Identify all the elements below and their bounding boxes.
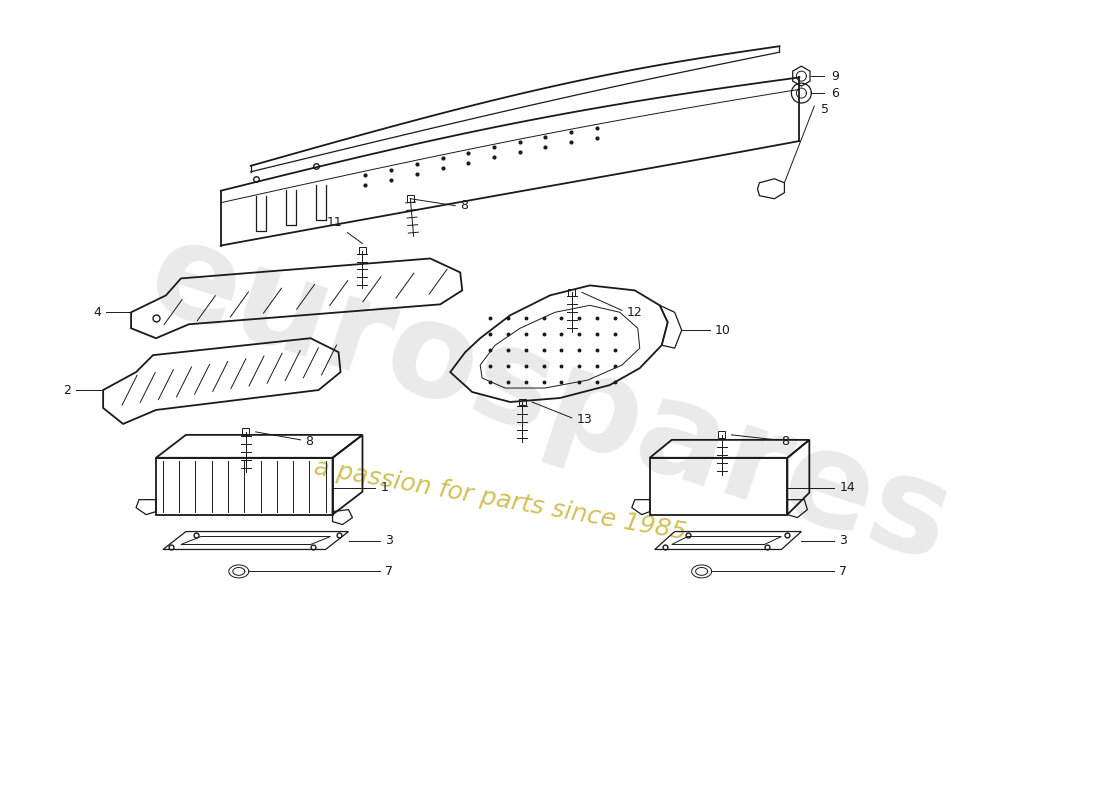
Text: 12: 12	[627, 306, 642, 319]
Text: a passion for parts since 1985: a passion for parts since 1985	[312, 455, 689, 544]
Text: 5: 5	[822, 102, 829, 115]
Text: 8: 8	[460, 199, 469, 212]
Text: 10: 10	[715, 324, 730, 337]
Text: 11: 11	[327, 215, 342, 229]
Text: 9: 9	[832, 70, 839, 82]
Text: 14: 14	[839, 481, 855, 494]
Text: 7: 7	[385, 565, 394, 578]
Text: 4: 4	[94, 306, 101, 319]
Text: 13: 13	[576, 414, 593, 426]
Text: 6: 6	[832, 86, 839, 99]
Text: 1: 1	[381, 481, 388, 494]
Text: 2: 2	[64, 383, 72, 397]
Text: 3: 3	[839, 534, 847, 547]
Text: 8: 8	[306, 435, 313, 448]
Text: eurospares: eurospares	[133, 210, 967, 590]
Text: 3: 3	[385, 534, 394, 547]
Text: 8: 8	[781, 435, 790, 448]
Text: 7: 7	[839, 565, 847, 578]
